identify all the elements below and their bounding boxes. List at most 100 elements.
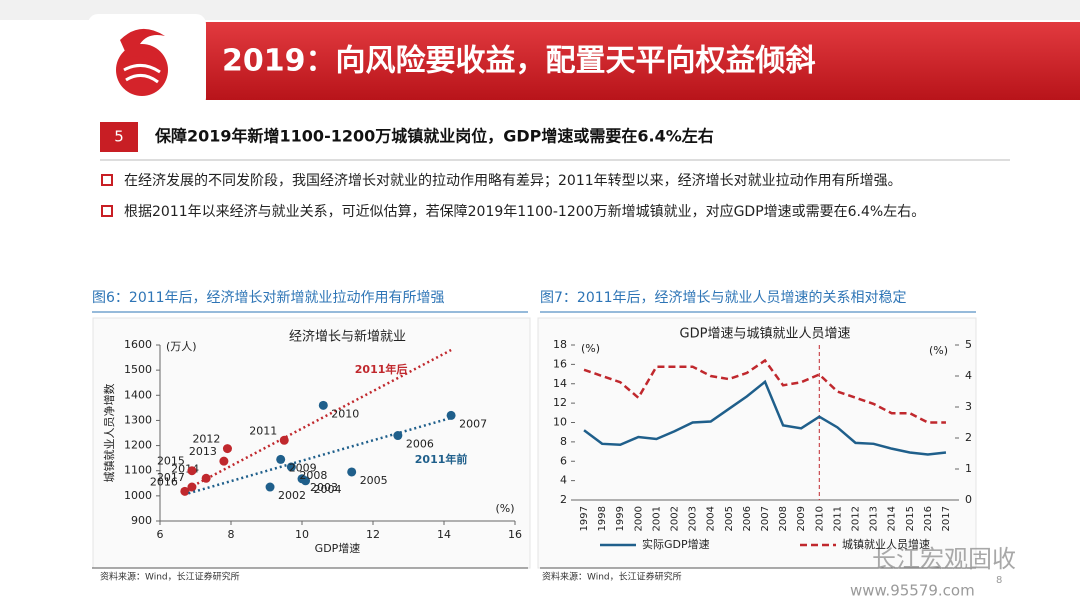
x-tick-label: 2016 (923, 506, 934, 531)
x-unit: (%) (495, 502, 514, 515)
x-tick-label: 2002 (670, 506, 681, 531)
point-label: 2017 (157, 471, 185, 484)
y2-tick-label: 4 (965, 369, 972, 382)
source-note: 资料来源：Wind，长江证券研究所 (542, 571, 682, 583)
bullet-icon (101, 205, 113, 217)
x-tick-label: 2004 (706, 506, 717, 531)
y-unit: (%) (581, 342, 600, 355)
y2-tick-label: 3 (965, 400, 972, 413)
scatter-point (219, 456, 229, 466)
y-tick-label: 8 (560, 435, 567, 448)
scatter-point (201, 473, 211, 483)
y-tick-label: 14 (553, 377, 567, 390)
figure-caption: 图7：2011年后，经济增长与就业人员增速的关系相对稳定 (540, 290, 907, 306)
x-tick-label: 2017 (941, 506, 952, 531)
y-axis-label: 城镇就业人员净增数 (102, 384, 116, 483)
x-tick-label: 8 (228, 528, 235, 541)
bullet-icon (101, 174, 113, 186)
bullet-text: 在经济发展的不同发阶段，我国经济增长对就业的拉动作用略有差异；2011年转型以来… (124, 173, 902, 189)
x-tick-label: 16 (508, 528, 522, 541)
point-label: 2011 (249, 424, 277, 437)
trend-line (188, 416, 452, 495)
x-tick-label: 2012 (850, 506, 861, 531)
y-tick-label: 12 (553, 396, 567, 409)
y-tick-label: 10 (553, 416, 567, 429)
y-tick-label: 6 (560, 454, 567, 467)
y-tick-label: 1400 (124, 388, 152, 401)
point-label: 2008 (299, 469, 327, 482)
y-tick-label: 2 (560, 493, 567, 506)
y2-tick-label: 5 (965, 338, 972, 351)
x-tick-label: 1998 (597, 506, 608, 531)
logo-swirl (120, 28, 165, 66)
y-tick-label: 1600 (124, 338, 152, 351)
y-tick-label: 1500 (124, 363, 152, 376)
y-tick-label: 4 (560, 474, 567, 487)
header-band (100, 22, 1080, 100)
y-tick-label: 16 (553, 357, 567, 370)
x-tick-label: 12 (366, 528, 380, 541)
x-tick-label: 2008 (778, 506, 789, 531)
scatter-point (180, 486, 190, 496)
scatter-point (187, 482, 197, 492)
x-tick-label: 2000 (633, 506, 644, 531)
point-label: 2006 (406, 438, 434, 451)
scatter-point (222, 444, 232, 454)
x-tick-label: 10 (295, 528, 309, 541)
y-tick-label: 1300 (124, 413, 152, 426)
series-line (583, 358, 946, 424)
point-label: 2003 (310, 481, 338, 494)
scatter-point (286, 462, 296, 472)
figure-caption: 图6：2011年后，经济增长对新增就业拉动作用有所增强 (92, 290, 445, 306)
chart-title: GDP增速与城镇就业人员增速 (680, 327, 851, 342)
x-tick-label: 1997 (579, 506, 590, 531)
top-strip (0, 0, 1080, 20)
point-label: 2015 (157, 455, 185, 468)
series-label: 2011年前 (415, 452, 468, 466)
scatter-point (279, 435, 289, 445)
y2-tick-label: 2 (965, 431, 972, 444)
point-label: 2016 (150, 475, 178, 488)
section-number: 5 (114, 128, 124, 146)
section-title: 保障2019年新增1100-1200万城镇就业岗位，GDP增速或需要在6.4%左… (154, 127, 714, 146)
chart-title: 经济增长与新增就业 (289, 329, 406, 345)
x-tick-label: 2015 (905, 506, 916, 531)
bullet-text: 根据2011年以来经济与就业关系，可近似估算，若保障2019年1100-1200… (124, 203, 925, 220)
y-tick-label: 1100 (124, 464, 152, 477)
x-tick-label: 14 (437, 528, 451, 541)
point-label: 2005 (360, 474, 388, 487)
x-axis-label: GDP增速 (315, 541, 361, 555)
chart-panel (92, 317, 531, 569)
scatter-point (276, 454, 286, 464)
scatter-point (347, 467, 357, 477)
point-label: 2004 (314, 483, 342, 496)
watermark-site: www.95579.com (850, 582, 975, 600)
section-number-box (100, 122, 138, 152)
x-tick-label: 2006 (742, 506, 753, 531)
y2-tick-label: 1 (965, 462, 972, 475)
x-tick-label: 2013 (869, 506, 880, 531)
scatter-point (318, 400, 328, 410)
point-label: 2013 (189, 445, 217, 458)
legend-label: 城镇就业人员增速 (842, 537, 930, 551)
x-tick-label: 2007 (760, 506, 771, 531)
point-label: 2002 (278, 489, 306, 502)
chart-panel (537, 317, 977, 569)
x-tick-label: 2010 (814, 506, 825, 531)
scatter-point (301, 476, 311, 486)
series-label: 2011年后 (355, 362, 408, 376)
page-number: 8 (996, 575, 1002, 586)
x-tick-label: 1999 (615, 506, 626, 531)
x-tick-label: 6 (157, 528, 164, 541)
y-tick-label: 1000 (124, 489, 152, 502)
y-tick-label: 900 (131, 514, 152, 527)
point-label: 2009 (289, 461, 317, 474)
legend-label: 实际GDP增速 (642, 537, 710, 551)
point-label: 2010 (331, 407, 359, 420)
y-tick-label: 1200 (124, 439, 152, 452)
y2-tick-label: 0 (965, 493, 972, 506)
source-note: 资料来源：Wind，长江证券研究所 (100, 571, 240, 583)
series-line (583, 379, 947, 456)
